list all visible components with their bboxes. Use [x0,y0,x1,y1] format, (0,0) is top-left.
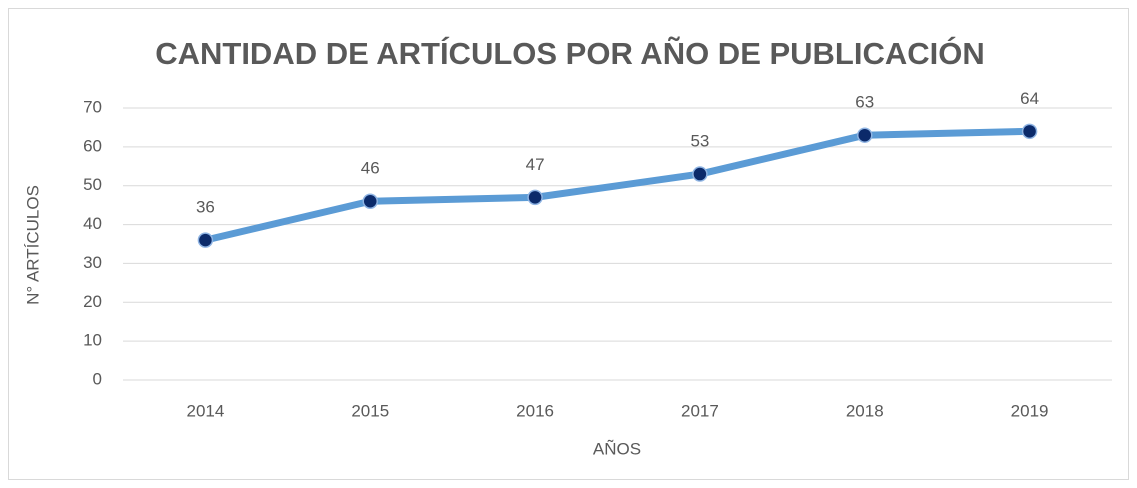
x-tick-label: 2017 [681,401,719,420]
data-point [857,127,873,143]
y-axis-label: N° ARTÍCULOS [23,185,42,305]
x-tick-label: 2019 [1011,401,1049,420]
data-label: 64 [1020,89,1039,108]
y-tick-label: 70 [83,97,102,116]
data-line [201,127,1034,244]
y-tick-label: 60 [83,136,102,155]
y-tick-label: 10 [83,331,102,350]
y-tick-label: 50 [83,175,102,194]
data-label: 47 [526,155,545,174]
x-tick-label: 2014 [187,401,225,420]
x-tick-label: 2018 [846,401,884,420]
x-tick-label: 2015 [351,401,389,420]
y-tick-label: 0 [93,369,102,388]
data-label: 36 [196,198,215,217]
x-axis-label: AÑOS [593,439,641,458]
data-point [527,189,543,206]
data-label: 53 [690,132,709,151]
y-tick-label: 20 [83,292,102,311]
y-tick-label: 30 [83,253,102,272]
data-point [362,193,378,210]
data-point [197,232,214,248]
y-tick-label: 40 [83,214,102,233]
data-label: 46 [361,159,380,178]
x-tick-label: 2016 [516,401,554,420]
chart-title: CANTIDAD DE ARTÍCULOS POR AÑO DE PUBLICA… [155,35,985,71]
data-point [1021,123,1038,140]
data-point [692,166,708,182]
data-label: 63 [855,93,874,112]
chart-border [8,8,1129,480]
